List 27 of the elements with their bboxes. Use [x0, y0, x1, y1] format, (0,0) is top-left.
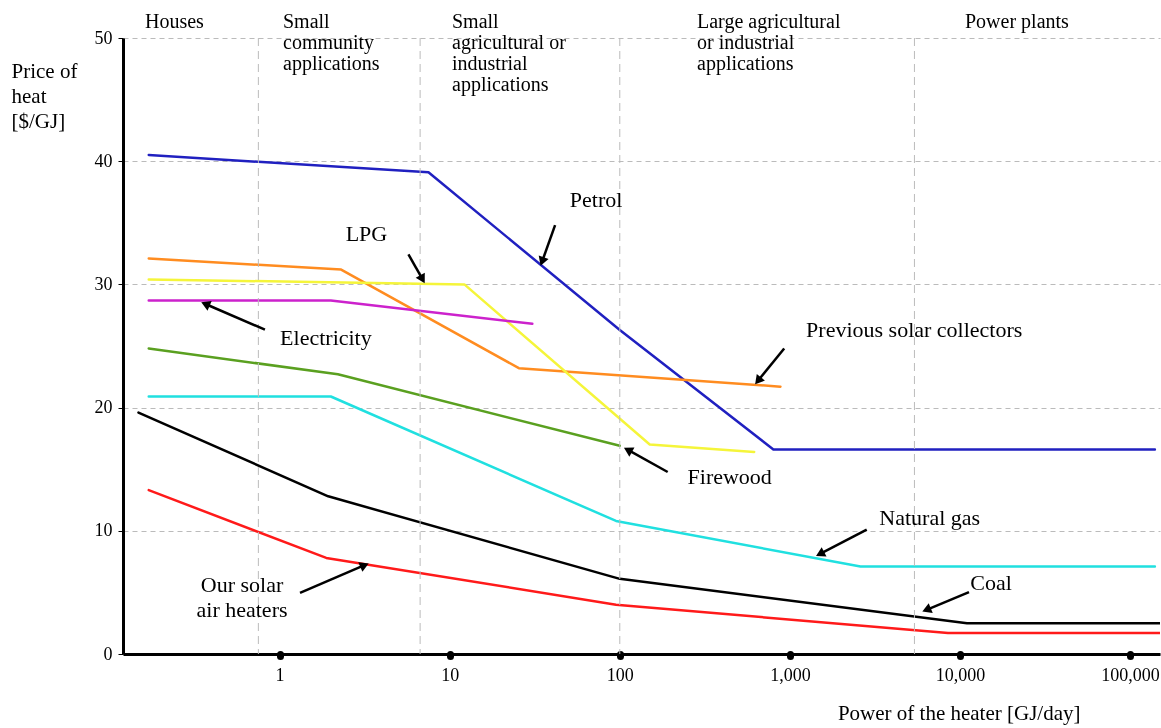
text: Houses: [145, 10, 205, 32]
annotation: Our solar air heaters: [196, 571, 288, 622]
x-axis-title: Power of the heater [GJ/day]: [837, 700, 1081, 725]
annotation: Electricity: [280, 324, 372, 350]
x-tick-label: 100: [606, 664, 634, 685]
annotation: Firewood: [687, 464, 772, 490]
annotation: Large agricultural or industrial applications: [697, 10, 841, 75]
annotation: Natural gas: [879, 504, 981, 530]
annotation: Small community applications: [283, 10, 380, 75]
y-tick-label: 30: [94, 273, 113, 294]
annotation: Petrol: [569, 187, 623, 213]
annotation: Previous solar collectors: [806, 317, 1023, 343]
x-tick-label: 10: [441, 664, 460, 685]
y-tick-label: 10: [94, 520, 113, 541]
annotation: Coal: [970, 570, 1012, 596]
x-tick-label: 100,000: [1101, 664, 1160, 685]
x-tick-label: 1,000: [770, 664, 811, 685]
y-tick-label: 40: [94, 150, 113, 171]
annotation: LPG: [345, 221, 388, 247]
y-tick-label: 50: [94, 27, 113, 48]
y-axis-title: Price of heat [$/GJ]: [11, 58, 78, 133]
x-tick-label: 1: [275, 664, 285, 685]
x-tick-label: 10,000: [935, 664, 986, 685]
text: Power plants: [965, 10, 1070, 33]
y-tick-label: 20: [94, 397, 113, 418]
annotation: Small agricultural or industrial applications: [452, 10, 567, 96]
y-tick-label: 0: [103, 643, 113, 664]
